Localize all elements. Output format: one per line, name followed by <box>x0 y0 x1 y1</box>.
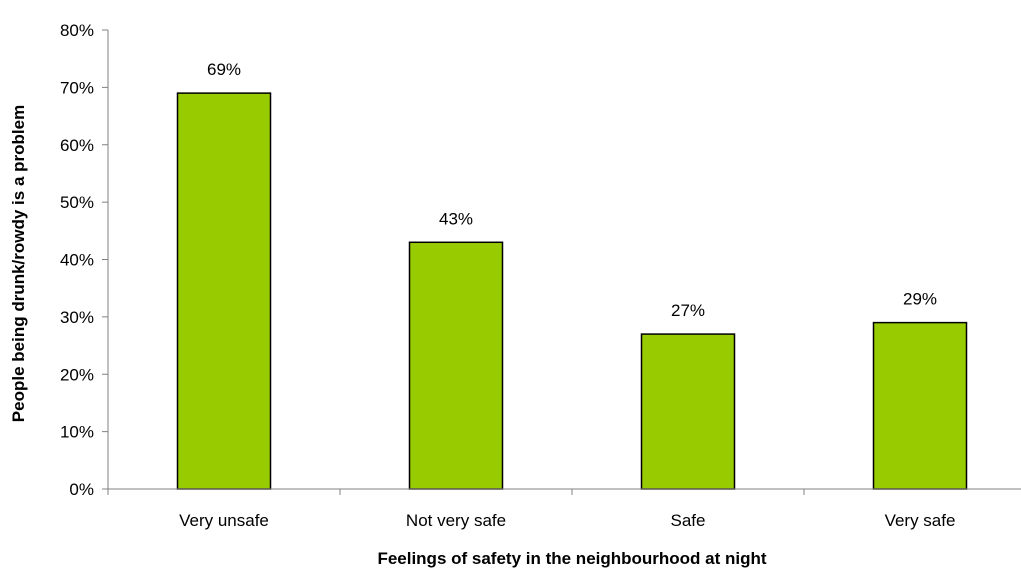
x-tick-label: Safe <box>671 511 706 530</box>
y-tick-label: 60% <box>60 136 94 155</box>
bars <box>176 92 968 490</box>
x-tick-label: Very safe <box>885 511 956 530</box>
bar <box>408 241 504 490</box>
bar-value-label: 43% <box>439 209 473 228</box>
y-tick-label: 40% <box>60 251 94 270</box>
y-axis-title: People being drunk/rowdy is a problem <box>9 105 28 422</box>
bar-value-label: 29% <box>903 290 937 309</box>
x-tick-label: Very unsafe <box>179 511 269 530</box>
y-tick-label: 0% <box>69 480 94 499</box>
y-axis-ticks: 0% 10% 20% 30% 40% 50% 60% 70% 80% <box>60 21 108 499</box>
bar-value-label: 27% <box>671 301 705 320</box>
y-tick-label: 70% <box>60 78 94 97</box>
y-tick-label: 30% <box>60 308 94 327</box>
x-axis-ticks: Very unsafe Not very safe Safe Very safe <box>107 489 956 530</box>
data-labels: 69% 43% 27% 29% <box>207 60 937 320</box>
y-tick-label: 80% <box>60 21 94 40</box>
bar <box>872 321 968 490</box>
bar <box>640 333 736 490</box>
x-tick-label: Not very safe <box>406 511 506 530</box>
y-tick-label: 10% <box>60 423 94 442</box>
y-tick-label: 20% <box>60 365 94 384</box>
x-axis-title: Feelings of safety in the neighbourhood … <box>377 549 766 568</box>
y-tick-label: 50% <box>60 193 94 212</box>
bar-value-label: 69% <box>207 60 241 79</box>
bar <box>176 92 272 490</box>
